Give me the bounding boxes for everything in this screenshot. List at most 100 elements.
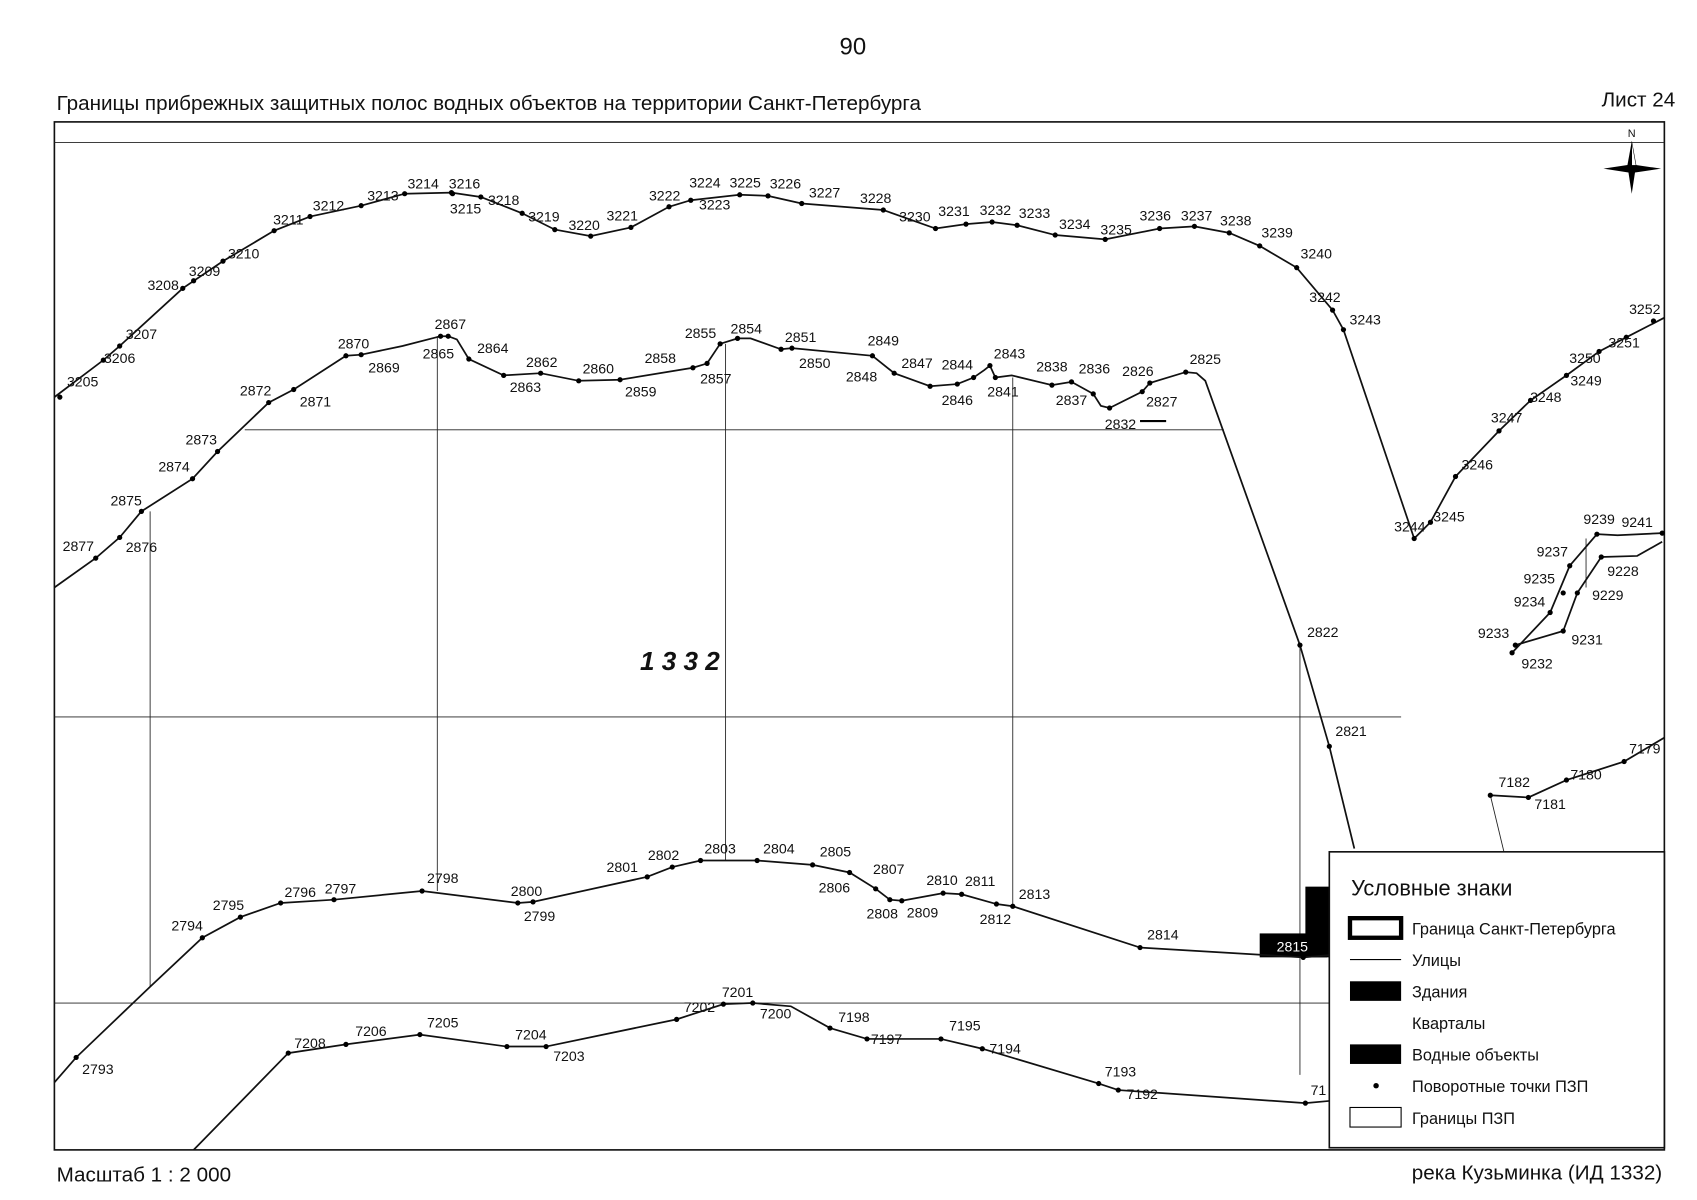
point-label: 2798 <box>427 870 459 886</box>
turning-point <box>737 192 743 198</box>
point-label: 2794 <box>171 918 203 934</box>
turning-point <box>1621 758 1627 765</box>
turning-point <box>271 228 277 234</box>
turning-point <box>73 1054 79 1061</box>
point-label: 9235 <box>1524 571 1556 587</box>
point-label: 2873 <box>186 431 218 447</box>
scale-label: Масштаб 1 : 2 000 <box>57 1163 232 1186</box>
point-label: 3216 <box>449 176 481 192</box>
turning-point <box>869 353 876 359</box>
point-label: 2837 <box>1056 392 1088 408</box>
turning-point <box>1102 236 1108 242</box>
legend-label: Поворотные точки ПЗП <box>1412 1078 1588 1096</box>
point-label: 2846 <box>942 392 974 408</box>
point-label: 3246 <box>1462 456 1494 472</box>
point-label: 9239 <box>1583 511 1615 527</box>
turning-point <box>1487 792 1493 798</box>
point-label: 7181 <box>1534 796 1566 812</box>
point-label: 2860 <box>583 361 615 377</box>
point-label: 2844 <box>942 356 974 372</box>
point-label: 3238 <box>1220 213 1252 229</box>
legend-label: Граница Санкт-Петербурга <box>1412 921 1617 939</box>
turning-point <box>644 874 650 880</box>
turning-point <box>734 335 741 341</box>
turning-point <box>576 378 582 384</box>
turning-point <box>1525 794 1531 801</box>
pzp-boundary <box>53 335 1356 849</box>
streets <box>54 142 1665 1075</box>
turning-point <box>1560 590 1566 596</box>
turning-point <box>1137 944 1143 951</box>
page-number: 90 <box>840 33 867 60</box>
turning-point <box>989 219 995 225</box>
point-label: 2870 <box>338 336 370 352</box>
point-label: 3209 <box>189 263 221 279</box>
turning-point <box>970 374 977 381</box>
point-label: 2815 <box>1277 938 1309 954</box>
point-label: 2850 <box>799 355 831 371</box>
point-label: 2841 <box>987 384 1019 400</box>
turning-point <box>778 346 784 352</box>
point-label: 7179 <box>1629 740 1661 756</box>
pzp-boundary <box>53 859 1330 1084</box>
turning-point <box>932 225 939 232</box>
point-label: 3239 <box>1261 225 1293 241</box>
area-label: 1 3 3 2 <box>640 646 720 676</box>
turning-point <box>417 1031 423 1038</box>
turning-point <box>846 869 853 876</box>
point-label: 2838 <box>1036 358 1068 374</box>
point-label: 7205 <box>427 1014 459 1030</box>
legend-label: Кварталы <box>1412 1015 1485 1033</box>
point-label: 2827 <box>1146 393 1178 409</box>
point-label: 2797 <box>325 881 357 897</box>
turning-point <box>1547 609 1553 616</box>
turning-point <box>750 1000 756 1006</box>
point-label: 3220 <box>568 217 600 233</box>
turning-point <box>1650 318 1657 324</box>
turning-point <box>278 900 284 906</box>
turning-point <box>1527 397 1534 403</box>
turning-point <box>504 1043 510 1050</box>
turning-point <box>138 508 145 514</box>
point-label: 9229 <box>1592 587 1624 603</box>
point-label: 3244 <box>1394 518 1426 534</box>
point-label: 3250 <box>1569 350 1601 366</box>
legend-symbol <box>1349 1044 1402 1064</box>
north-label: N <box>1628 128 1636 140</box>
point-label: 2805 <box>820 844 852 860</box>
turning-point <box>449 191 456 197</box>
pzp-boundary <box>53 191 1665 541</box>
turning-point <box>266 399 272 406</box>
turning-point <box>501 372 507 378</box>
point-label: 2843 <box>994 345 1026 361</box>
point-label: 2826 <box>1122 363 1154 379</box>
point-label: 3249 <box>1570 373 1602 389</box>
turning-point <box>180 285 186 291</box>
turning-point <box>1068 379 1075 385</box>
point-label: 2813 <box>1019 886 1051 902</box>
turning-point <box>720 1001 727 1007</box>
turning-point <box>1496 428 1502 434</box>
turning-point <box>285 1050 291 1056</box>
turning-point <box>1596 348 1602 355</box>
point-label: 3223 <box>699 196 731 212</box>
point-label: 2809 <box>907 905 939 921</box>
point-label: 3243 <box>1349 312 1381 328</box>
turning-point <box>987 362 993 369</box>
turning-point <box>358 203 364 209</box>
point-label: 2858 <box>645 350 677 366</box>
turning-point <box>552 226 558 233</box>
turning-point <box>789 345 795 351</box>
point-label: 9231 <box>1571 632 1603 648</box>
turning-point <box>515 900 521 906</box>
turning-point <box>1052 232 1058 238</box>
turning-point <box>331 897 337 903</box>
turning-point <box>1090 391 1096 397</box>
turning-point <box>93 555 99 561</box>
turning-point <box>291 386 297 393</box>
turning-point <box>954 381 960 387</box>
turning-point <box>1563 372 1570 378</box>
point-label: 3218 <box>488 192 520 208</box>
point-label: 2832 <box>1105 416 1137 432</box>
point-label: 2802 <box>648 847 680 863</box>
